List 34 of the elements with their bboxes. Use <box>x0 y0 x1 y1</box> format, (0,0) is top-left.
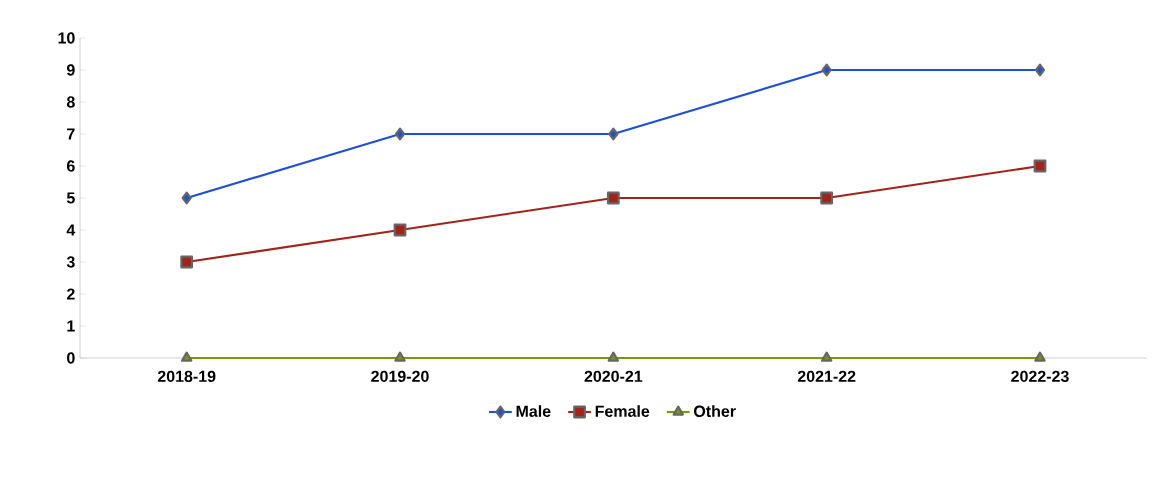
point <box>181 191 192 205</box>
point <box>820 351 833 362</box>
x-tick-label: 2020-21 <box>584 370 643 383</box>
point <box>1034 351 1046 362</box>
point <box>820 191 834 205</box>
point <box>394 127 406 141</box>
legend-label: Other <box>694 405 736 417</box>
x-tick-label: 2021-22 <box>797 370 856 383</box>
point <box>606 191 620 205</box>
y-tick-label: 7 <box>67 128 75 140</box>
point <box>180 255 194 269</box>
point <box>393 223 407 237</box>
y-tick-label: 1 <box>67 320 75 332</box>
y-tick-label: 8 <box>66 96 75 108</box>
point <box>607 351 620 362</box>
point <box>608 127 619 141</box>
point <box>180 351 193 362</box>
x-tick-label: 2022-23 <box>1011 370 1069 383</box>
point <box>1033 159 1047 173</box>
x-tick-label: 2018-19 <box>157 370 216 383</box>
y-tick-label: 4 <box>66 224 76 236</box>
x-tick-label: 2019-20 <box>371 370 429 383</box>
y-tick-label: 5 <box>66 192 75 204</box>
y-tick-label: 3 <box>66 256 75 268</box>
legend-label: Female <box>595 405 650 417</box>
y-tick-label: 10 <box>58 32 75 44</box>
y-tick-label: 9 <box>66 64 75 76</box>
legend-label: Male <box>516 405 551 417</box>
y-tick-label: 2 <box>66 288 75 300</box>
point <box>1034 63 1046 77</box>
y-tick-label: 6 <box>66 160 75 172</box>
y-tick-label: 0 <box>67 352 75 364</box>
point <box>821 63 832 77</box>
point <box>394 351 406 362</box>
